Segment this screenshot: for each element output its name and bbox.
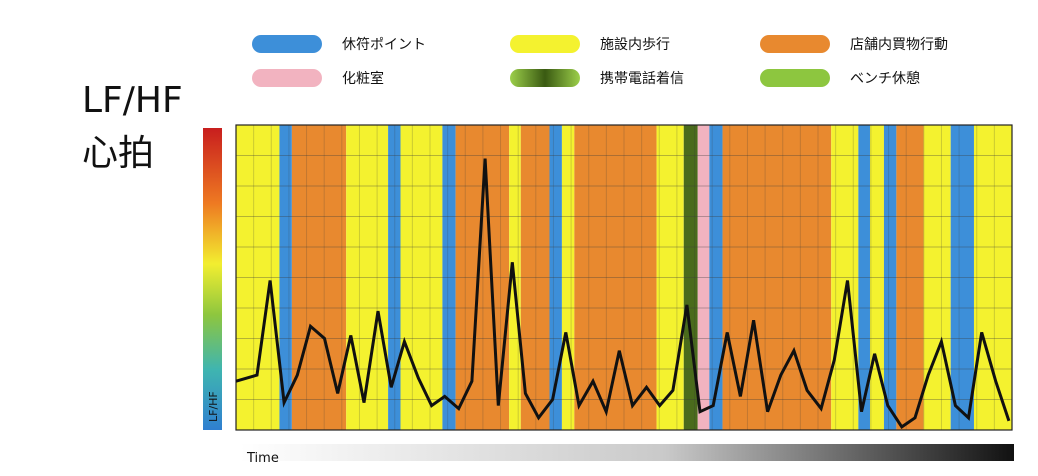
- legend: 休符ポイント 施設内歩行 店舗内買物行動 化粧室 携帯電話着信 ベンチ休憩: [0, 0, 1038, 110]
- activity-band: [549, 125, 562, 430]
- chart-title-line-2: 心拍: [82, 133, 155, 174]
- chart-title-line-1: LF/HF: [82, 80, 183, 121]
- activity-band: [709, 125, 723, 430]
- legend-label: 携帯電話着信: [600, 71, 684, 87]
- activity-band: [442, 125, 456, 430]
- legend-swatch: [252, 35, 322, 53]
- activity-band: [950, 125, 974, 430]
- legend-swatch: [760, 35, 830, 53]
- legend-item-bench-rest: ベンチ休憩: [760, 68, 920, 88]
- plot-frame: [235, 124, 1013, 431]
- legend-swatch: [510, 35, 580, 53]
- legend-swatch: [252, 69, 322, 87]
- activity-band: [973, 125, 1012, 430]
- legend-label: 店舗内買物行動: [850, 37, 948, 53]
- legend-item-restroom: 化粧室: [252, 68, 384, 88]
- legend-label: 施設内歩行: [600, 37, 670, 53]
- activity-band: [656, 125, 684, 430]
- colorbar: [203, 128, 222, 430]
- legend-item-shopping: 店舗内買物行動: [760, 34, 948, 54]
- activity-band: [883, 125, 897, 430]
- activity-band: [291, 125, 347, 430]
- time-axis-bar: [240, 444, 1014, 461]
- series-line-lfhf: [235, 158, 1011, 430]
- activity-band: [858, 125, 870, 430]
- legend-label: 化粧室: [342, 71, 384, 87]
- activity-band: [697, 125, 710, 430]
- colorbar-label: LF/HF: [207, 391, 220, 422]
- legend-item-rest-point: 休符ポイント: [252, 34, 426, 54]
- x-axis-label: Time: [247, 451, 279, 466]
- activity-band: [896, 125, 924, 430]
- activity-band: [722, 125, 832, 430]
- activity-band: [561, 125, 575, 430]
- legend-label: ベンチ休憩: [850, 71, 920, 87]
- legend-item-phone-call: 携帯電話着信: [510, 68, 684, 88]
- activity-band: [574, 125, 657, 430]
- legend-swatch: [760, 69, 830, 87]
- activity-band: [400, 125, 443, 430]
- legend-item-walking: 施設内歩行: [510, 34, 670, 54]
- activity-band: [831, 125, 859, 430]
- legend-label: 休符ポイント: [342, 37, 426, 53]
- activity-band: [388, 125, 401, 430]
- legend-swatch: [510, 69, 580, 87]
- activity-band: [520, 125, 550, 430]
- activity-band: [279, 125, 292, 430]
